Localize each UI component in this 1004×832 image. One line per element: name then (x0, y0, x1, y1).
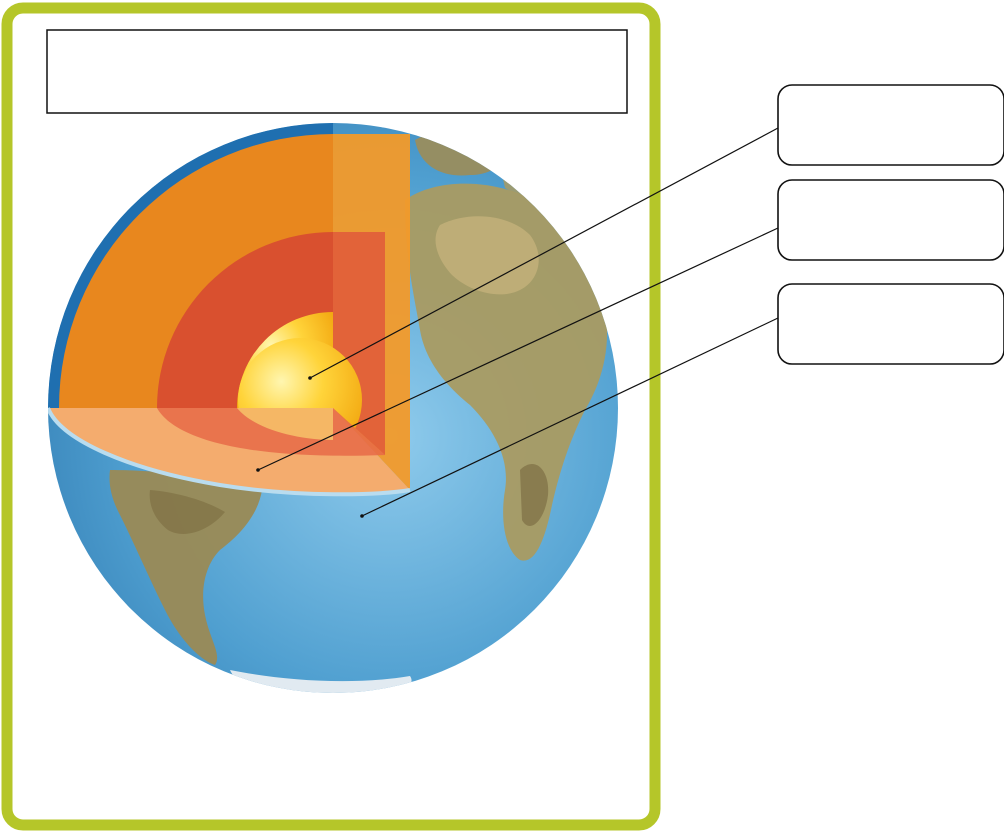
leader-line-mantle (257, 227, 779, 471)
south-america-landmass (109, 470, 263, 665)
earth-globe (48, 123, 618, 693)
leader-line-crust (361, 317, 779, 517)
label-box-core[interactable] (777, 84, 1004, 166)
label-box-crust[interactable] (777, 283, 1004, 365)
antarctica-landmass (230, 670, 412, 693)
leader-line-core (309, 127, 779, 379)
label-box-mantle[interactable] (777, 179, 1004, 261)
title-box[interactable] (46, 29, 628, 114)
